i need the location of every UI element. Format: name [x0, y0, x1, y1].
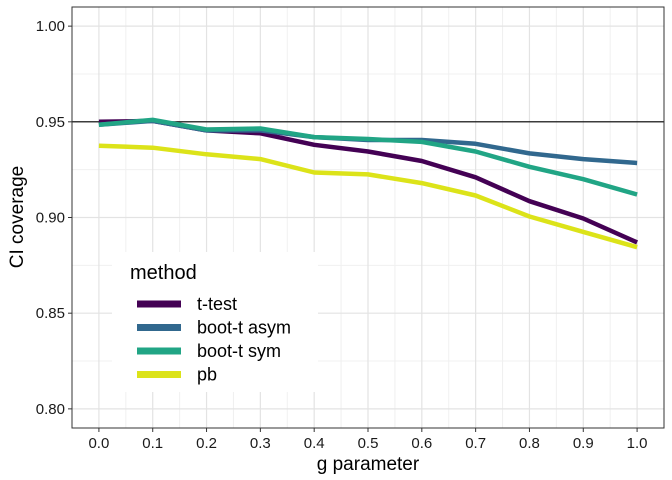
y-axis: 0.80 0.85 0.90 0.95 1.00: [36, 18, 72, 418]
x-tick-label: 0.6: [411, 435, 432, 452]
legend-label-t-test: t-test: [197, 294, 237, 314]
y-tick-label: 0.95: [36, 114, 65, 131]
x-axis-title: g parameter: [317, 454, 420, 475]
x-tick-label: 0.9: [573, 435, 594, 452]
series-lines: [98, 117, 639, 250]
y-tick-label: 1.00: [36, 18, 65, 35]
legend-title: method: [130, 262, 197, 284]
x-tick-label: 1.0: [627, 435, 648, 452]
series-line-pb: [98, 143, 638, 250]
series-line-boot-t-sym: [98, 117, 638, 197]
legend: method t-test boot-t asym boot-t sym pb: [112, 252, 318, 392]
x-tick-label: 0.1: [142, 435, 163, 452]
legend-items: t-test boot-t asym boot-t sym pb: [137, 294, 291, 385]
y-axis-title: CI coverage: [7, 166, 28, 268]
legend-label-pb: pb: [197, 365, 217, 385]
legend-label-boot-t-sym: boot-t sym: [197, 341, 281, 361]
x-tick-label: 0.7: [465, 435, 486, 452]
x-tick-label: 0.3: [250, 435, 271, 452]
x-tick-label: 0.2: [196, 435, 217, 452]
y-tick-label: 0.80: [36, 401, 65, 418]
y-tick-label: 0.85: [36, 305, 65, 322]
y-tick-label: 0.90: [36, 210, 65, 227]
x-tick-label: 0.5: [358, 435, 379, 452]
x-axis: 0.0 0.1 0.2 0.3 0.4 0.5 0.6 0.7 0.8 0.9 1.0: [88, 428, 648, 452]
x-tick-label: 0.4: [304, 435, 325, 452]
x-tick-label: 0.8: [519, 435, 540, 452]
legend-label-boot-t-asym: boot-t asym: [197, 318, 291, 338]
x-tick-label: 0.0: [88, 435, 109, 452]
legend-background: [112, 252, 318, 392]
